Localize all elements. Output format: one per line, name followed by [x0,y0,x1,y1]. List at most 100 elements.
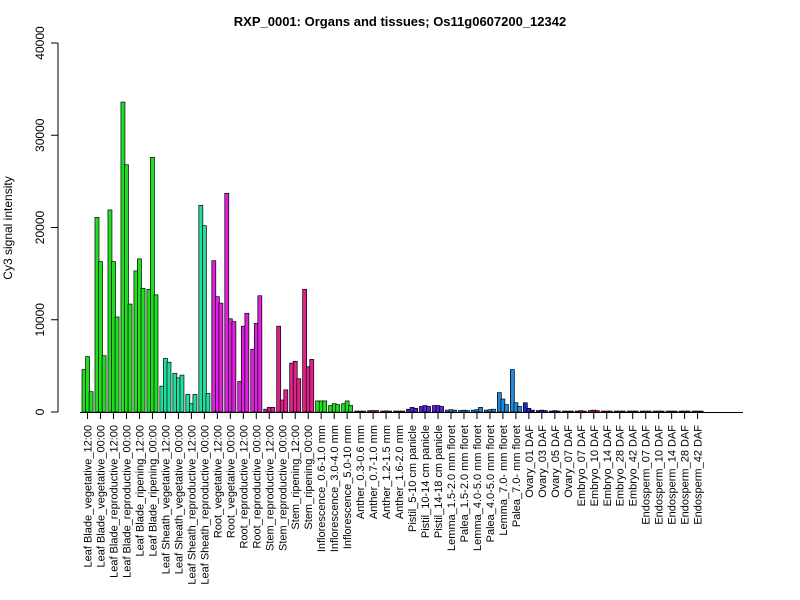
y-tick-label: 30000 [33,118,47,152]
y-axis: 0 10000 20000 30000 40000 [33,26,743,415]
x-tick-label: Leaf Blade_ripening_00:00 [147,425,159,557]
bar [556,410,561,413]
bar [150,157,155,413]
bar [283,389,289,413]
bar [192,394,198,413]
x-tick-label: Leaf Blade_vegetative_12:00 [83,425,95,568]
bar [439,406,444,413]
x-tick-label: Pistil_5-10 cm panicle [407,425,419,532]
bar [153,294,159,413]
x-tick-label: Endosperm_42 DAF [693,425,705,525]
bar [361,410,367,413]
x-tick-label: Embryo_42 DAF [628,425,640,507]
x-tick-label: Leaf Blade_reproductive_00:00 [121,425,133,578]
y-axis-label: Cy3 signal intensity [1,176,15,279]
bar [302,288,308,413]
bar [244,312,250,413]
bar [335,404,341,413]
bar [374,410,380,413]
bar [581,410,587,413]
x-tick-label: Embryo_10 DAF [589,425,601,507]
x-tick-label: Stem_reproductive_00:00 [277,425,289,551]
x-tick-label: Stem_reproductive_12:00 [264,425,276,551]
bar [185,394,191,413]
bar [85,356,90,413]
bar [124,164,129,413]
x-tick-label: Root_reproductive_12:00 [238,425,250,549]
x-tick-label: Endosperm_28 DAF [680,425,692,525]
bars [81,101,704,413]
x-tick-label: Anther_0.3-0.6 mm [355,425,367,519]
x-tick-label: Ovary_07 DAF [563,425,575,498]
x-tick-label: Leaf Blade_reproductive_12:00 [109,425,121,578]
x-tick-label: Root_vegetative_12:00 [212,425,224,538]
y-tick-label: 40000 [33,26,47,60]
x-tick-label: Inflorescence_5.0-10 mm [342,425,354,549]
bar [270,407,276,413]
y-tick-label: 20000 [33,210,47,244]
bar [202,225,207,413]
bar [218,302,224,413]
bar [646,410,652,413]
x-tick-label: Embryo_07 DAF [576,425,588,507]
bar [413,407,418,413]
bar [509,369,515,413]
bar [698,410,704,413]
bar [491,408,496,413]
bar [607,410,613,413]
y-tick-label: 10000 [33,303,47,337]
y-tick-label: 0 [33,408,47,415]
bar [543,410,548,413]
bar [276,325,282,413]
bar [504,404,509,413]
bar [633,410,639,413]
bar [179,374,185,413]
x-tick-label: Pistil_10-14 cm panicle [420,425,432,538]
x-tick-label: Pistil_14-18 cm panicle [433,425,445,538]
bar [257,295,263,413]
bar [426,406,431,413]
x-tick-label: Stem_ripening_12:00 [290,425,302,530]
x-tick-label: Endosperm_10 DAF [654,425,666,525]
bar [400,410,405,413]
bar [296,378,302,413]
bar [465,410,470,413]
x-tick-label: Anther_0.7-1.0 mm [368,425,380,519]
x-tick-label: Leaf Sheath_reproductive_12:00 [186,425,198,585]
bar [685,410,691,413]
x-tick-label: Ovary_01 DAF [524,425,536,498]
x-tick-label: Anther_1.2-1.5 mm [381,425,393,519]
chart-title: RXP_0001: Organs and tissues; Os11g06072… [234,14,566,29]
x-tick-label: Leaf Sheath_reproductive_00:00 [199,425,211,585]
bar [101,355,107,413]
bar [127,303,133,413]
x-tick-label: Root_reproductive_00:00 [251,425,263,549]
x-tick-label: Leaf Sheath_vegetative_12:00 [160,425,172,574]
x-tick-label: Inflorescence_0.6-1.0 mm [316,425,328,552]
x-tick-label: Embryo_28 DAF [615,425,627,507]
x-tick-label: Leaf Sheath_vegetative_00:00 [173,425,185,574]
x-axis-labels: Leaf Blade_vegetative_12:00 Leaf Blade_ve… [83,413,705,585]
x-tick-label: Palea_7.0- mm floret [511,425,523,527]
bar [672,410,678,413]
x-tick-label: Root_vegetative_00:00 [225,425,237,538]
bar [522,402,528,413]
x-tick-label: Leaf Blade_vegetative_00:00 [96,425,108,568]
x-tick-label: Palea_1.5-2.0 mm floret [459,425,471,542]
x-tick-label: Ovary_05 DAF [550,425,562,498]
x-tick-label: Palea_4.0-5.0 mm floret [485,425,497,542]
bar [88,391,94,413]
bar [478,407,483,413]
x-tick-label: Anther_1.6-2.0 mm [394,425,406,519]
bar [309,359,315,413]
bar [387,410,392,413]
bar [231,321,237,413]
bar [322,400,328,413]
x-tick-label: Endosperm_07 DAF [641,425,653,525]
x-tick-label: Lemma_1.5-2.0 mm floret [446,425,458,551]
x-tick-label: Lemma_7.0- mm floret [498,425,510,536]
bar [114,316,120,413]
bar [452,409,457,413]
bar [166,361,172,413]
